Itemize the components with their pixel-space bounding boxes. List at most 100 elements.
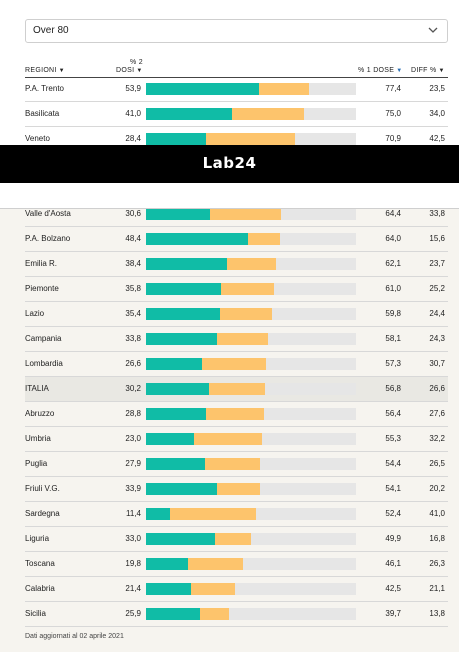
header-region[interactable]: REGIONI ▼ (25, 67, 65, 74)
lab24-logo: Lab24 (202, 154, 257, 172)
banner-spacer (0, 183, 459, 209)
dose1-value: 64,4 (385, 209, 401, 218)
region-name: Sicilia (25, 609, 46, 618)
dose1-value: 49,9 (385, 534, 401, 543)
dose1-value: 39,7 (385, 609, 401, 618)
table-row: Umbria 23,0 55,3 32,2 (25, 427, 448, 452)
dose1-value: 64,0 (385, 234, 401, 243)
region-name: Basilicata (25, 109, 60, 118)
dose1-value: 70,9 (385, 134, 401, 143)
table-row-italia: ITALIA 30,2 56,8 26,6 (25, 377, 448, 402)
diff-value: 21,1 (429, 584, 445, 593)
dose2-value: 28,8 (125, 409, 141, 418)
header-divider (25, 77, 448, 78)
diff-value: 24,4 (429, 309, 445, 318)
bar-dose2 (146, 608, 201, 620)
dose2-value: 23,0 (125, 434, 141, 443)
bar-dose2 (146, 108, 233, 120)
region-name: Umbria (25, 434, 51, 443)
diff-value: 27,6 (429, 409, 445, 418)
bar-track (146, 358, 356, 370)
region-name: Friuli V.G. (25, 484, 60, 493)
diff-value: 16,8 (429, 534, 445, 543)
diff-value: 26,3 (429, 559, 445, 568)
dose1-value: 75,0 (385, 109, 401, 118)
dose2-value: 21,4 (125, 584, 141, 593)
dose1-value: 59,8 (385, 309, 401, 318)
header-dose2-top: % 2 (130, 59, 143, 66)
dose1-value: 42,5 (385, 584, 401, 593)
dose2-value: 26,6 (125, 359, 141, 368)
bar-track (146, 483, 356, 495)
region-name: Puglia (25, 459, 48, 468)
table-row: Basilicata 41,0 75,0 34,0 (25, 102, 448, 127)
bar-dose1 (146, 508, 257, 520)
dose1-value: 61,0 (385, 284, 401, 293)
diff-value: 41,0 (429, 509, 445, 518)
bar-track (146, 233, 356, 245)
region-name: Piemonte (25, 284, 59, 293)
table-row: Piemonte 35,8 61,0 25,2 (25, 277, 448, 302)
table-row: Lazio 35,4 59,8 24,4 (25, 302, 448, 327)
dose2-value: 19,8 (125, 559, 141, 568)
dose1-value: 77,4 (385, 84, 401, 93)
sort-active-icon: ▼ (396, 68, 403, 74)
bar-dose2 (146, 458, 205, 470)
diff-value: 26,6 (429, 384, 445, 393)
table-row: Calabria 21,4 42,5 21,1 (25, 577, 448, 602)
diff-value: 33,8 (429, 209, 445, 218)
sort-down-icon: ▼ (438, 68, 445, 74)
region-name: Veneto (25, 134, 50, 143)
dose2-value: 27,9 (125, 459, 141, 468)
region-name: Emilia R. (25, 259, 58, 268)
dose1-value: 55,3 (385, 434, 401, 443)
diff-value: 32,2 (429, 434, 445, 443)
header-diff[interactable]: DIFF % ▼ (411, 67, 445, 74)
table-row: P.A. Trento 53,9 77,4 23,5 (25, 77, 448, 102)
brand-banner: Lab24 (0, 145, 459, 183)
region-name: Abruzzo (25, 409, 55, 418)
dose2-value: 48,4 (125, 234, 141, 243)
dose2-value: 53,9 (125, 84, 141, 93)
bar-track (146, 108, 356, 120)
region-name: ITALIA (25, 384, 49, 393)
bar-dose2 (146, 233, 248, 245)
region-name: Campania (25, 334, 62, 343)
dose2-value: 30,2 (125, 384, 141, 393)
region-name: Calabria (25, 584, 55, 593)
header-dose1[interactable]: % 1 DOSE ▼ (358, 67, 403, 74)
age-group-select[interactable]: Over 80 (25, 19, 448, 43)
header-dose2[interactable]: DOSI ▼ (116, 67, 143, 74)
bar-dose2 (146, 308, 221, 320)
bar-dose2 (146, 508, 170, 520)
bar-dose2 (146, 283, 222, 295)
bar-dose2 (146, 408, 207, 420)
diff-value: 23,5 (429, 84, 445, 93)
chevron-down-icon (428, 27, 438, 33)
bar-dose2 (146, 483, 218, 495)
update-note: Dati aggiornati al 02 aprile 2021 (25, 633, 124, 640)
bar-track (146, 433, 356, 445)
table-row: Puglia 27,9 54,4 26,5 (25, 452, 448, 477)
region-name: Liguria (25, 534, 50, 543)
bar-dose2 (146, 333, 217, 345)
table-row: Sicilia 25,9 39,7 13,8 (25, 602, 448, 627)
bar-track (146, 308, 356, 320)
region-name: Valle d'Aosta (25, 209, 71, 218)
diff-value: 42,5 (429, 134, 445, 143)
region-name: P.A. Bolzano (25, 234, 71, 243)
table-row: Abruzzo 28,8 56,4 27,6 (25, 402, 448, 427)
dose2-value: 11,4 (126, 509, 141, 518)
table-row: Friuli V.G. 33,9 54,1 20,2 (25, 477, 448, 502)
diff-value: 25,2 (429, 284, 445, 293)
region-name: Sardegna (25, 509, 60, 518)
dose1-value: 46,1 (385, 559, 401, 568)
bar-dose2 (146, 583, 191, 595)
dose2-value: 33,8 (125, 334, 141, 343)
bar-track (146, 333, 356, 345)
bar-track (146, 83, 356, 95)
dose2-value: 30,6 (125, 209, 141, 218)
diff-value: 15,6 (429, 234, 445, 243)
dose1-value: 52,4 (385, 509, 401, 518)
bar-track (146, 283, 356, 295)
